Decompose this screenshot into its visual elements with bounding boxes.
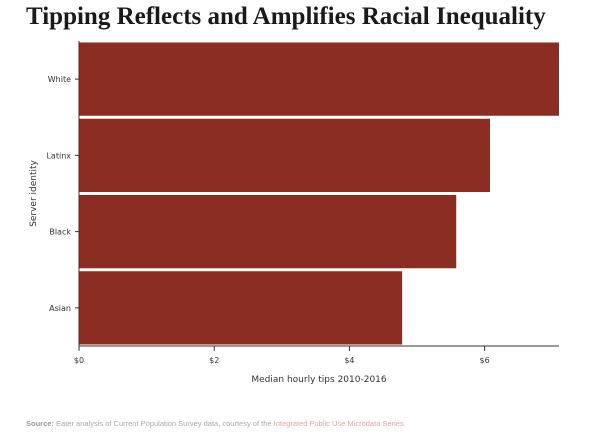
- bars-group: [79, 42, 559, 345]
- source-link[interactable]: Integrated Public Use Microdata Series: [273, 419, 404, 428]
- source-label: Source:: [26, 419, 54, 428]
- bar-latinx: [79, 118, 491, 192]
- bar-black: [79, 195, 457, 269]
- y-tick-label-black: Black: [49, 228, 71, 237]
- x-tick-label: $0: [74, 356, 84, 365]
- y-tick-label-white: White: [48, 75, 71, 84]
- x-axis-ticks: $0 $2 $4 $6: [74, 346, 490, 365]
- source-note: Source: Eater analysis of Current Popula…: [26, 419, 404, 428]
- x-tick-label: $2: [209, 356, 219, 365]
- bar-asian: [79, 271, 403, 345]
- source-text: Eater analysis of Current Population Sur…: [53, 419, 274, 428]
- y-axis-label: Server identity: [29, 159, 39, 226]
- bar-white: [79, 42, 559, 116]
- y-tick-label-asian: Asian: [49, 304, 71, 313]
- y-axis-ticks: White Latinx Black Asian: [46, 75, 79, 313]
- chart-title: Tipping Reflects and Amplifies Racial In…: [26, 3, 546, 30]
- y-tick-label-latinx: Latinx: [46, 151, 71, 160]
- x-tick-label: $4: [344, 356, 354, 365]
- x-axis-label: Median hourly tips 2010-2016: [251, 375, 387, 385]
- x-tick-label: $6: [480, 356, 490, 365]
